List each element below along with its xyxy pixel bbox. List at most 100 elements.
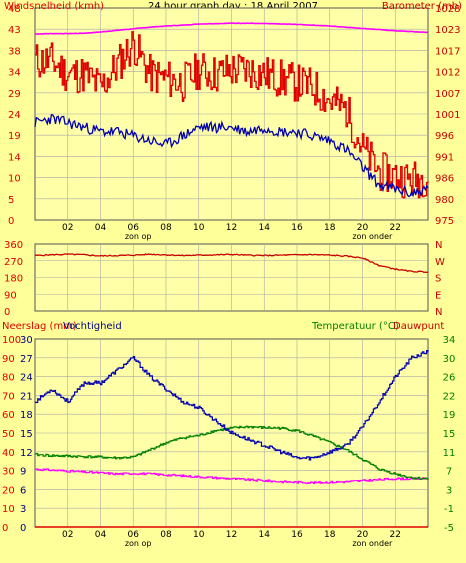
series-humidity	[35, 350, 429, 461]
y-tick-label-left-1: 60	[2, 410, 15, 421]
y-tick-label-left-2: 30	[20, 335, 33, 346]
y-tick-label-right: 996	[435, 131, 454, 142]
y-tick-label-right: 1017	[435, 46, 460, 57]
y-tick-label-left: 0	[4, 307, 10, 318]
x-tick-label: 10	[193, 530, 205, 540]
y-tick-label-left: 43	[8, 25, 21, 36]
y-tick-label-right: 1023	[435, 25, 460, 36]
y-tick-label-right: N	[435, 307, 442, 318]
annotation-sunrise: zon op	[125, 232, 152, 241]
x-tick-label: 06	[128, 530, 140, 540]
y-axis-label-left: Windsnelheid (kmh)	[4, 1, 104, 12]
y-tick-label-left: 19	[8, 131, 21, 142]
series-wind-gust	[35, 31, 429, 199]
y-tick-label-right: N	[435, 240, 442, 251]
y-tick-label-left-2: 18	[20, 410, 33, 421]
x-tick-label: 06	[128, 223, 140, 233]
annotation-sunrise: zon op	[125, 539, 152, 548]
y-tick-label-left-1: 30	[2, 467, 15, 478]
y-tick-label-right: -1	[444, 504, 454, 515]
y-axis-label-right: Barometer (mb)	[382, 1, 462, 12]
y-tick-label-right: -5	[444, 523, 454, 534]
y-tick-label-right: 3	[446, 485, 452, 496]
y-tick-label-left: 10	[8, 174, 21, 185]
y-tick-label-right: 26	[443, 373, 456, 384]
y-tick-label-left: 38	[8, 46, 21, 57]
x-tick-label: 04	[95, 223, 107, 233]
y-tick-label-right: S	[435, 274, 441, 285]
series-wind-average	[34, 113, 429, 198]
y-tick-label-left: 29	[8, 89, 21, 100]
y-tick-label-left: 34	[8, 68, 21, 79]
series-temperature	[35, 425, 429, 480]
x-tick-label: 16	[291, 530, 303, 540]
x-tick-label: 22	[390, 223, 401, 233]
y-tick-label-right: 34	[443, 335, 456, 346]
annotation-sunset: zon onder	[352, 232, 393, 241]
x-tick-label: 08	[160, 223, 172, 233]
x-tick-label: 12	[226, 530, 237, 540]
y-axis-label-right-2: Dauwpunt	[393, 321, 444, 332]
x-tick-label: 14	[259, 530, 271, 540]
y-tick-label-right: 30	[443, 354, 456, 365]
x-tick-label: 16	[291, 223, 303, 233]
y-tick-label-right: 19	[443, 410, 456, 421]
y-tick-label-left-2: 27	[20, 354, 33, 365]
y-tick-label-right: 1028	[435, 4, 460, 15]
y-tick-label-right: 980	[435, 195, 454, 206]
y-tick-label-left: 24	[8, 110, 21, 121]
y-tick-label-left-1: 50	[2, 429, 15, 440]
y-tick-label-left-1: 90	[2, 354, 15, 365]
y-tick-label-left-1: 40	[2, 448, 15, 459]
y-tick-label-left: 5	[8, 195, 14, 206]
y-tick-label-right: 11	[443, 448, 456, 459]
y-tick-label-right: 1012	[435, 68, 460, 79]
annotation-sunset: zon onder	[352, 539, 393, 548]
chart-title: 24 hour graph day : 18 April 2007	[148, 1, 318, 12]
y-tick-label-left-1: 80	[2, 373, 15, 384]
y-axis-label-right-1: Temperatuur (°C)	[311, 321, 399, 332]
x-tick-label: 12	[226, 223, 237, 233]
series-wind-direction	[34, 253, 429, 273]
y-tick-label-left-2: 9	[20, 467, 26, 478]
y-tick-label-left: 14	[8, 152, 21, 163]
y-tick-label-left-2: 21	[20, 391, 33, 402]
x-tick-label: 20	[357, 223, 369, 233]
x-tick-label: 02	[62, 530, 73, 540]
y-tick-label-left: 180	[4, 274, 23, 285]
y-tick-label-left-2: 0	[20, 523, 26, 534]
y-tick-label-right: 1007	[435, 89, 460, 100]
x-tick-label: 10	[193, 223, 205, 233]
x-tick-label: 14	[259, 223, 271, 233]
y-tick-label-left-1: 0	[2, 523, 8, 534]
series-barometer	[34, 22, 429, 35]
y-tick-label-left-1: 20	[2, 485, 15, 496]
x-tick-label: 08	[160, 530, 172, 540]
y-tick-label-right: 986	[435, 174, 454, 185]
y-tick-label-right: 15	[443, 429, 456, 440]
x-tick-label: 02	[62, 223, 73, 233]
y-tick-label-left: 90	[4, 290, 17, 301]
y-tick-label-left-1: 70	[2, 391, 15, 402]
y-tick-label-left-1: 10	[2, 504, 15, 515]
y-tick-label-right: W	[435, 257, 445, 268]
x-tick-label: 04	[95, 530, 107, 540]
y-tick-label-left: 48	[8, 4, 21, 15]
y-tick-label-left: 0	[8, 216, 14, 227]
y-tick-label-right: 7	[446, 467, 452, 478]
y-tick-label-right: 1001	[435, 110, 460, 121]
y-tick-label-left-1: 100	[2, 335, 21, 346]
y-tick-label-left-2: 6	[20, 485, 26, 496]
x-tick-label: 18	[324, 223, 336, 233]
series-dewpoint	[35, 468, 429, 484]
y-tick-label-left-2: 15	[20, 429, 33, 440]
y-tick-label-left-2: 24	[20, 373, 33, 384]
y-tick-label-right: E	[435, 290, 441, 301]
y-axis-label-left-2: Vochtigheid	[63, 321, 122, 332]
y-tick-label-right: 991	[435, 152, 454, 163]
y-tick-label-left: 270	[4, 257, 23, 268]
y-axis-label-left-1: Neerslag (mm)	[2, 321, 77, 332]
x-tick-label: 20	[357, 530, 369, 540]
